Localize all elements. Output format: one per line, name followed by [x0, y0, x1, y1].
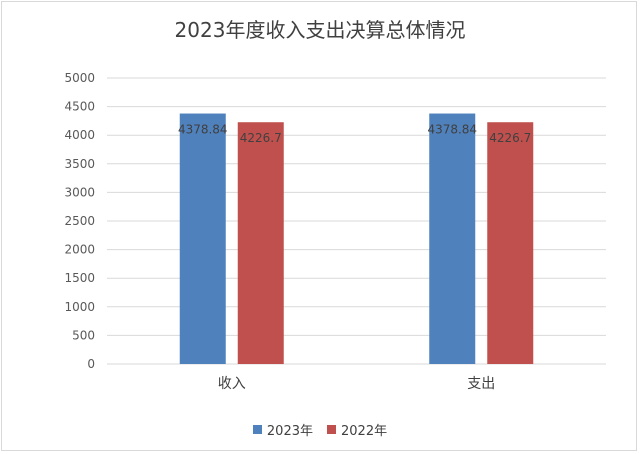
legend-swatch-2022	[327, 425, 336, 434]
data-label: 4226.7	[240, 131, 282, 145]
y-tick-label: 1000	[64, 300, 95, 314]
y-tick-label: 3500	[64, 157, 95, 171]
data-label: 4226.7	[489, 131, 531, 145]
y-tick-label: 3000	[64, 185, 95, 199]
chart-title: 2023年度收入支出决算总体情况	[174, 18, 466, 42]
data-label: 4378.84	[178, 123, 228, 137]
y-tick-label: 5000	[64, 71, 95, 85]
y-tick-label: 0	[87, 357, 95, 371]
legend-label-2023: 2023年	[266, 424, 313, 439]
bar	[237, 122, 284, 364]
y-tick-label: 4500	[64, 100, 95, 114]
legend-label-2022: 2022年	[341, 424, 388, 439]
legend-item-2023: 2023年	[252, 420, 313, 439]
bar	[487, 122, 534, 364]
legend-item-2022: 2022年	[327, 420, 387, 439]
x-tick-label: 支出	[467, 376, 495, 392]
y-tick-label: 4000	[64, 128, 95, 142]
legend: 2023年 2022年	[0, 420, 640, 439]
y-tick-label: 2500	[64, 214, 95, 228]
y-tick-label: 1500	[64, 271, 95, 285]
bar	[429, 113, 476, 364]
y-tick-label: 500	[72, 328, 95, 342]
y-tick-label: 2000	[64, 243, 95, 257]
data-label: 4378.84	[427, 123, 477, 137]
bar	[179, 113, 226, 364]
legend-swatch-2023	[252, 425, 262, 434]
x-tick-label: 收入	[218, 376, 246, 392]
